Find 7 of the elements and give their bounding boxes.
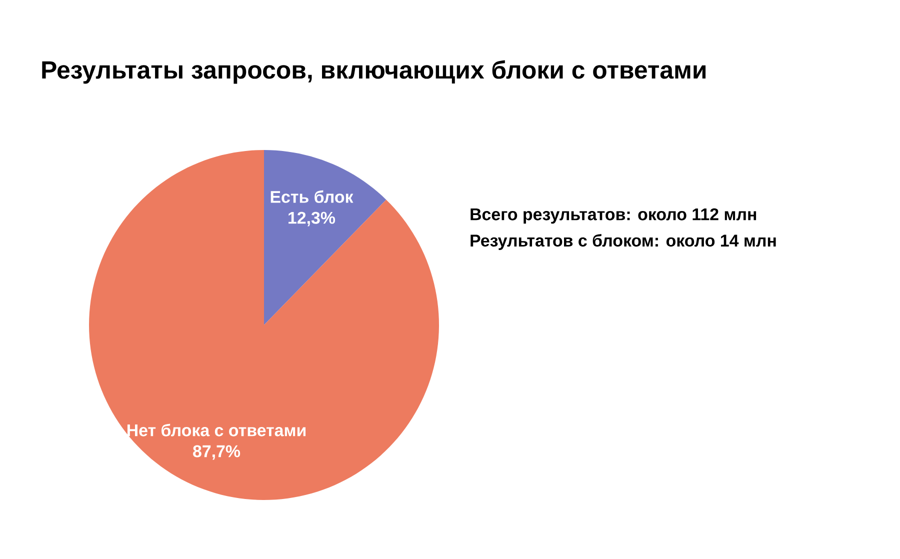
chart-title: Результаты запросов, включающих блоки с ответами [42, 60, 706, 84]
text: Всего результатов: около 112 млн [470, 208, 756, 224]
data-label: 12,3% [288, 212, 336, 226]
slice-label: Есть блок [270, 190, 354, 203]
slice-label: Нет блока с ответами [127, 424, 306, 436]
data-label: 87,7% [193, 445, 240, 460]
text: Результатов с блоком: около 14 млн [470, 234, 776, 250]
